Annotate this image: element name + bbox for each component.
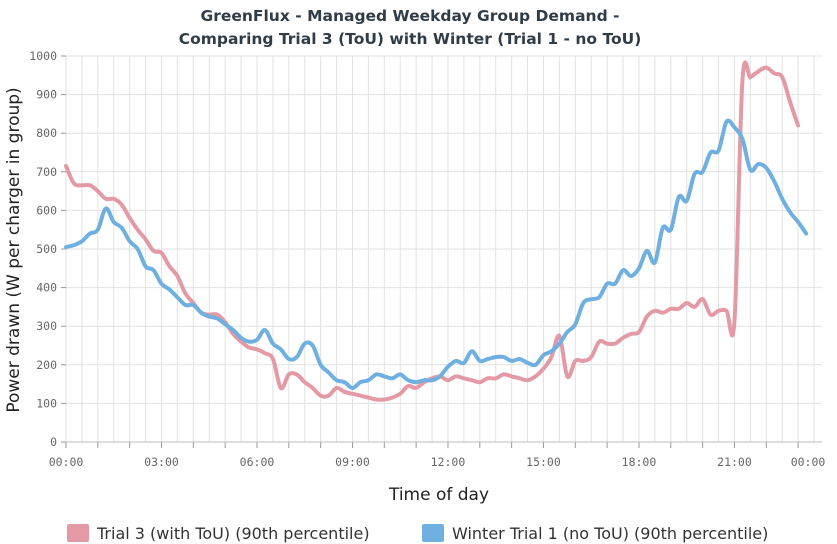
y-tick-label: 700 — [36, 165, 57, 179]
y-tick-label: 900 — [36, 88, 57, 102]
x-tick-label: 00:00 — [791, 455, 826, 469]
x-tick-label: 21:00 — [717, 455, 752, 469]
x-tick-label: 09:00 — [335, 455, 370, 469]
y-axis-tick-labels: 0 100 200 300 400 500 600 700 800 900 1000 — [29, 49, 57, 449]
y-tick-label: 400 — [36, 281, 57, 295]
y-tick-label: 800 — [36, 126, 57, 140]
legend-label-winter-trial-1: Winter Trial 1 (no ToU) (90th percentile… — [452, 524, 768, 543]
legend-swatch-winter-trial-1 — [422, 524, 444, 542]
horizontal-gridlines — [61, 55, 822, 443]
x-tick-label: 12:00 — [431, 455, 466, 469]
x-tick-label: 18:00 — [622, 455, 657, 469]
series-line-winter-trial-1 — [64, 118, 809, 390]
y-tick-label: 600 — [36, 203, 57, 217]
x-tick-label: 06:00 — [240, 455, 275, 469]
chart-title-line-2: Comparing Trial 3 (ToU) with Winter (Tri… — [179, 30, 642, 48]
chart-title-line-1: GreenFlux - Managed Weekday Group Demand… — [200, 7, 619, 25]
legend-swatch-trial-3 — [67, 524, 89, 542]
y-tick-label: 200 — [36, 358, 57, 372]
y-axis-label: Power drawn (W per charger in group) — [4, 87, 24, 412]
y-tick-label: 0 — [50, 435, 57, 449]
legend: Trial 3 (with ToU) (90th percentile) Win… — [67, 524, 768, 543]
y-tick-label: 1000 — [29, 49, 57, 63]
x-tick-label: 15:00 — [526, 455, 561, 469]
legend-label-trial-3: Trial 3 (with ToU) (90th percentile) — [96, 524, 370, 543]
x-tick-label: 00:00 — [49, 455, 84, 469]
x-axis-label: Time of day — [388, 485, 489, 505]
y-tick-label: 500 — [36, 242, 57, 256]
series-lines — [64, 60, 809, 402]
y-tick-label: 100 — [36, 396, 57, 410]
vertical-gridlines — [65, 56, 815, 448]
x-axis-tick-labels: 00:00 03:00 06:00 09:00 12:00 15:00 18:00 21:00… — [49, 455, 826, 469]
x-tick-label: 03:00 — [144, 455, 179, 469]
y-tick-label: 300 — [36, 319, 57, 333]
